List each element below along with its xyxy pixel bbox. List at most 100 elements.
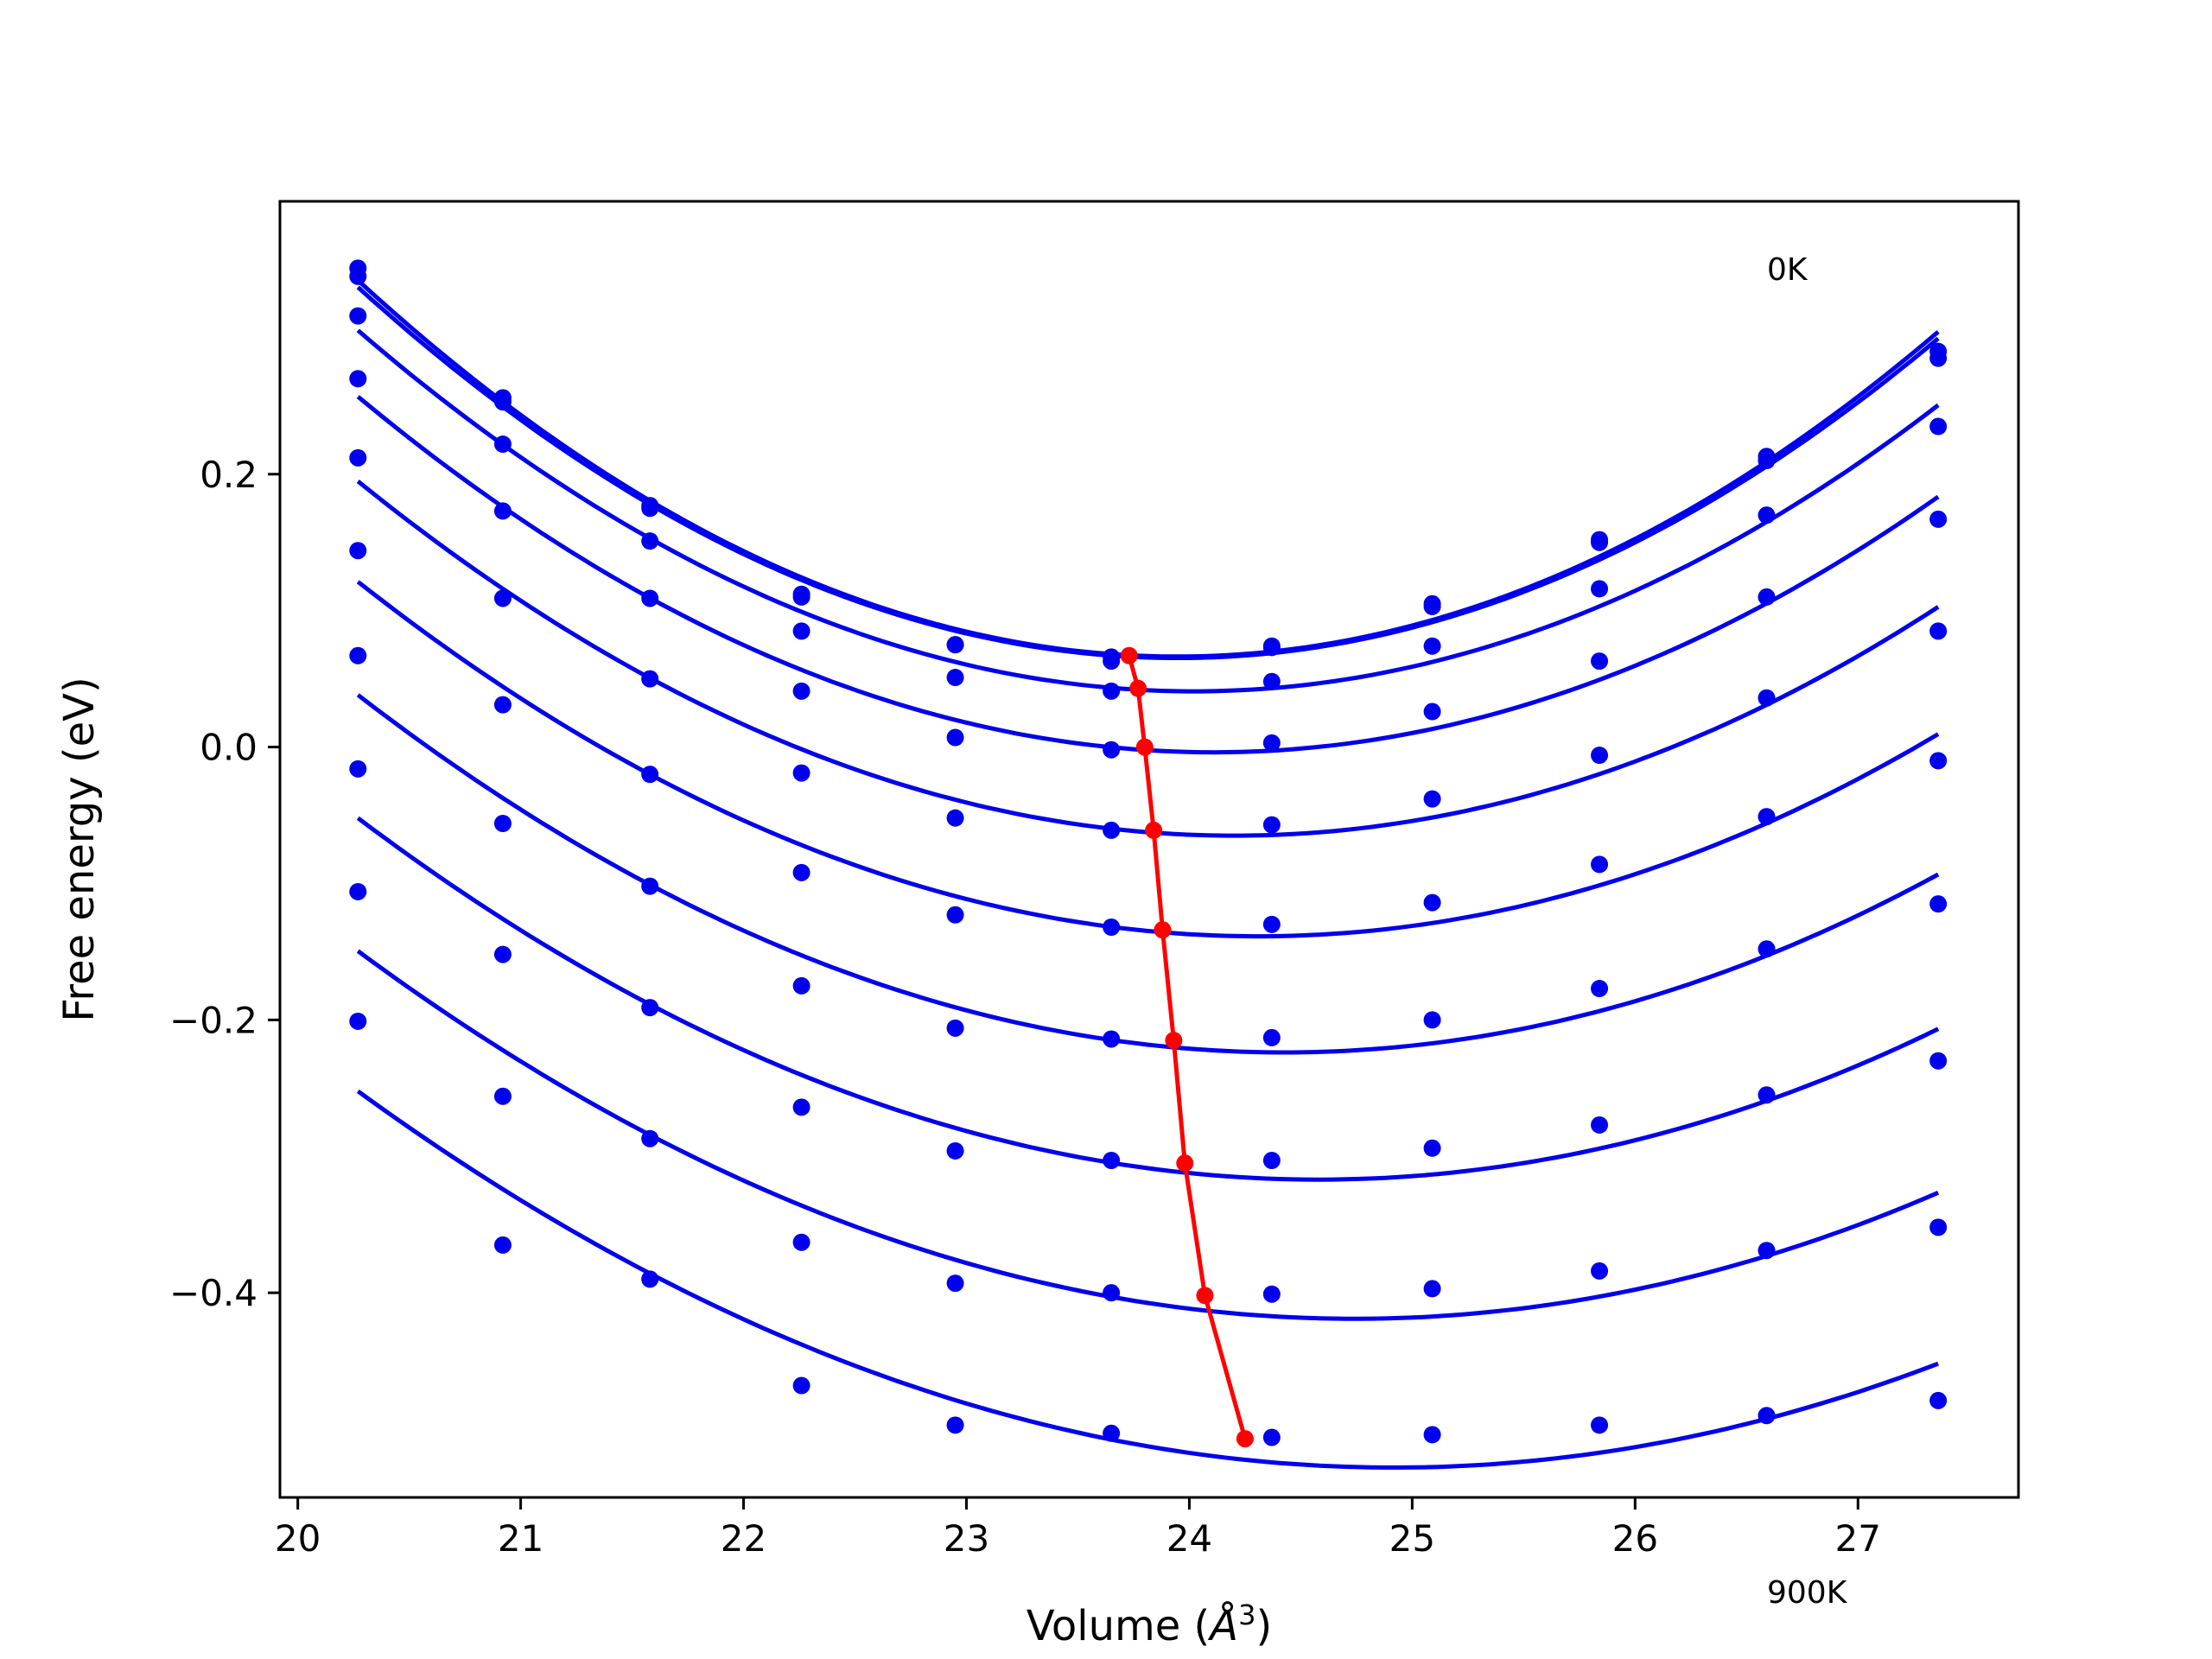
fit-curve-8	[356, 949, 1940, 1321]
data-point	[1423, 1426, 1441, 1444]
data-point	[493, 1087, 512, 1105]
minimum-point	[1145, 821, 1163, 839]
fit-curve-9	[356, 1089, 1939, 1470]
data-point	[349, 370, 367, 388]
fit-curve-7	[356, 816, 1940, 1182]
data-point	[1103, 1284, 1121, 1302]
y-tick-label: 0.0	[200, 727, 257, 769]
data-point	[1103, 1030, 1121, 1048]
annotation-900k: 900K	[1767, 1575, 1848, 1611]
data-point	[946, 809, 964, 827]
data-point	[1423, 597, 1441, 615]
data-point	[1591, 747, 1609, 765]
data-point	[946, 1416, 964, 1434]
data-point	[1423, 1011, 1441, 1029]
series-layer	[349, 259, 1948, 1470]
data-point	[641, 670, 659, 688]
data-point	[1591, 980, 1609, 998]
data-point	[1591, 1262, 1609, 1280]
data-point	[1262, 915, 1281, 933]
data-point	[493, 589, 512, 607]
minimum-point	[1165, 1032, 1183, 1050]
data-point	[1929, 1218, 1948, 1236]
fit-curve-2	[356, 328, 1940, 694]
data-point	[1103, 741, 1121, 759]
data-point	[792, 976, 810, 995]
data-point	[1758, 1086, 1776, 1104]
data-point	[641, 877, 659, 895]
data-point	[1929, 895, 1948, 913]
data-point	[792, 1376, 810, 1395]
data-point	[1262, 1285, 1281, 1303]
data-point	[641, 1129, 659, 1147]
x-tick-label: 22	[721, 1517, 766, 1560]
data-point	[493, 945, 512, 963]
data-point	[641, 999, 659, 1017]
data-point	[349, 882, 367, 900]
minimum-point	[1129, 679, 1147, 697]
data-point	[1262, 816, 1281, 834]
data-point	[1262, 1428, 1281, 1446]
data-point	[349, 542, 367, 560]
data-point	[1758, 506, 1776, 524]
data-point	[493, 502, 512, 520]
data-point	[1423, 702, 1441, 721]
data-point	[1423, 637, 1441, 655]
data-point	[1591, 855, 1609, 874]
x-axis-title: Volume (Å3)	[1027, 1599, 1272, 1650]
data-point	[792, 588, 810, 606]
data-point	[493, 435, 512, 454]
data-point	[1103, 1152, 1121, 1169]
data-point	[1423, 1139, 1441, 1157]
data-point	[641, 532, 659, 550]
x-axis-ticks: 20 21 22 23 24 25 26 27	[275, 1497, 1881, 1560]
data-point	[1103, 821, 1121, 839]
data-point	[1929, 510, 1948, 528]
data-point	[946, 728, 964, 747]
data-point	[1103, 918, 1121, 936]
data-point	[946, 1141, 964, 1160]
data-point	[1103, 652, 1121, 671]
data-point	[349, 448, 367, 467]
data-point	[641, 499, 659, 518]
data-point	[641, 589, 659, 607]
fit-curve-3	[356, 395, 1940, 755]
data-point	[1929, 1052, 1948, 1070]
data-point	[1758, 452, 1776, 469]
y-tick-label: −0.2	[169, 999, 257, 1041]
data-point	[946, 1019, 964, 1037]
data-point	[1591, 652, 1609, 671]
data-point	[946, 636, 964, 654]
data-point	[792, 1098, 810, 1116]
data-point	[1103, 682, 1121, 700]
y-axis-ticks: −0.4 −0.2 0.0 0.2	[169, 454, 280, 1314]
data-point	[1758, 1242, 1776, 1260]
fit-curve-6	[356, 693, 1940, 1055]
data-point	[641, 1270, 659, 1288]
data-point	[792, 622, 810, 640]
y-tick-label: −0.4	[169, 1272, 257, 1314]
minimum-point	[1120, 646, 1138, 664]
data-point	[1103, 1424, 1121, 1442]
data-point	[349, 760, 367, 778]
minimum-point	[1154, 921, 1172, 939]
data-point	[946, 906, 964, 924]
fit-curve-1	[356, 285, 1940, 660]
data-point	[1591, 1116, 1609, 1134]
data-point	[1929, 752, 1948, 770]
data-point	[493, 815, 512, 832]
data-point	[1423, 893, 1441, 912]
data-point	[792, 764, 810, 782]
data-point	[1929, 1391, 1948, 1409]
data-point	[493, 1236, 512, 1254]
data-point	[1591, 533, 1609, 551]
data-point	[493, 696, 512, 714]
data-point	[1929, 417, 1948, 435]
data-point	[946, 669, 964, 687]
x-tick-label: 26	[1612, 1517, 1658, 1560]
data-point	[792, 863, 810, 881]
y-tick-label: 0.2	[200, 454, 257, 496]
data-point	[1758, 808, 1776, 826]
data-point	[792, 1233, 810, 1251]
